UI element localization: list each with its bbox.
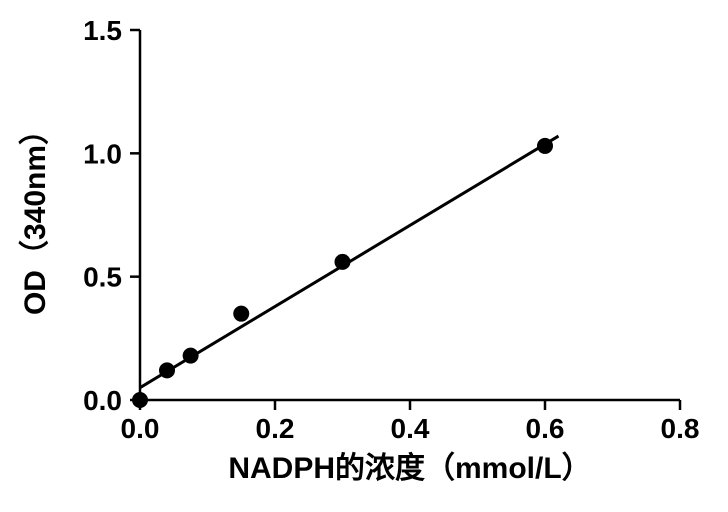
x-tick-label: 0.2: [256, 413, 295, 444]
scatter-chart: 0.0 0.2 0.4 0.6 0.8 0.0 0.5 1.0 1.5 NADPH的浓度（mmol…: [0, 0, 728, 512]
y-tick-label: 1.5: [83, 15, 122, 46]
data-point: [335, 254, 351, 270]
x-tick-label: 0.4: [391, 413, 430, 444]
data-point: [183, 348, 199, 364]
chart-container: 0.0 0.2 0.4 0.6 0.8 0.0 0.5 1.0 1.5 NADPH的浓度（mmol…: [0, 0, 728, 512]
x-tick-label: 0.0: [121, 413, 160, 444]
y-axis-label: OD（340nm）: [18, 115, 52, 315]
data-point: [233, 306, 249, 322]
y-tick-label: 0.0: [83, 385, 122, 416]
data-point: [537, 138, 553, 154]
data-point: [159, 362, 175, 378]
x-tick-label: 0.6: [526, 413, 565, 444]
y-tick-label: 1.0: [83, 138, 122, 169]
x-axis-label: NADPH的浓度（mmol/L）: [228, 451, 591, 485]
y-tick-label: 0.5: [83, 262, 122, 293]
data-point: [132, 392, 148, 408]
x-tick-label: 0.8: [661, 413, 700, 444]
